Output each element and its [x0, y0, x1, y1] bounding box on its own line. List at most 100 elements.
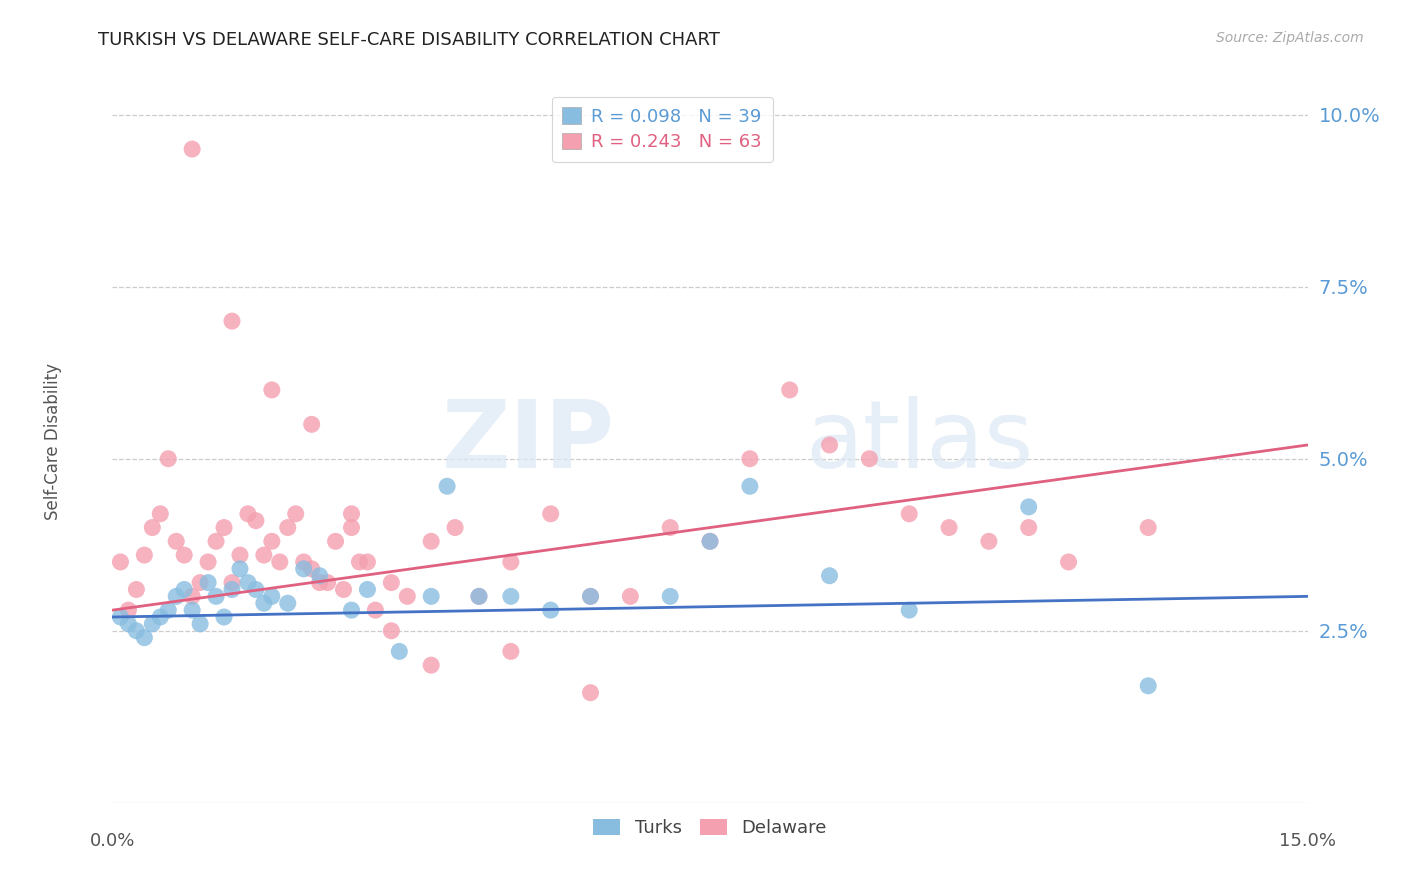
Point: [277, 596, 299, 610]
Point: [858, 451, 880, 466]
Point: [340, 603, 363, 617]
Point: [659, 590, 682, 604]
Point: [212, 610, 235, 624]
Point: [110, 610, 132, 624]
Point: [444, 520, 467, 534]
Point: [420, 590, 443, 604]
Text: ZIP: ZIP: [441, 395, 614, 488]
Point: [380, 575, 402, 590]
Text: Source: ZipAtlas.com: Source: ZipAtlas.com: [1216, 31, 1364, 45]
Point: [1018, 520, 1040, 534]
Point: [356, 555, 378, 569]
Point: [340, 520, 363, 534]
Point: [141, 520, 163, 534]
Point: [436, 479, 458, 493]
Legend: Turks, Delaware: Turks, Delaware: [586, 812, 834, 845]
Point: [245, 514, 267, 528]
Point: [157, 603, 180, 617]
Text: 15.0%: 15.0%: [1279, 831, 1336, 850]
Point: [197, 575, 219, 590]
Point: [284, 507, 307, 521]
Point: [157, 451, 180, 466]
Point: [818, 568, 841, 582]
Point: [188, 575, 211, 590]
Point: [141, 616, 163, 631]
Point: [188, 616, 211, 631]
Point: [468, 590, 491, 604]
Point: [149, 610, 172, 624]
Point: [277, 520, 299, 534]
Point: [260, 590, 283, 604]
Point: [1057, 555, 1080, 569]
Point: [499, 590, 522, 604]
Point: [292, 562, 315, 576]
Text: 0.0%: 0.0%: [90, 831, 135, 850]
Point: [165, 590, 187, 604]
Point: [229, 562, 252, 576]
Point: [380, 624, 402, 638]
Point: [356, 582, 378, 597]
Point: [420, 534, 443, 549]
Point: [229, 548, 252, 562]
Point: [325, 534, 347, 549]
Text: Self-Care Disability: Self-Care Disability: [44, 363, 62, 520]
Point: [117, 616, 139, 631]
Point: [938, 520, 960, 534]
Point: [540, 507, 562, 521]
Point: [260, 534, 283, 549]
Point: [1137, 679, 1160, 693]
Point: [125, 582, 148, 597]
Point: [221, 314, 243, 328]
Point: [364, 603, 387, 617]
Point: [388, 644, 411, 658]
Point: [420, 658, 443, 673]
Point: [738, 479, 761, 493]
Point: [308, 575, 330, 590]
Point: [301, 417, 323, 432]
Point: [308, 568, 330, 582]
Text: atlas: atlas: [806, 395, 1033, 488]
Point: [253, 596, 276, 610]
Point: [699, 534, 721, 549]
Point: [165, 534, 187, 549]
Point: [619, 590, 641, 604]
Point: [340, 507, 363, 521]
Point: [540, 603, 562, 617]
Point: [977, 534, 1000, 549]
Point: [197, 555, 219, 569]
Point: [221, 575, 243, 590]
Point: [181, 603, 204, 617]
Point: [181, 590, 204, 604]
Point: [292, 555, 315, 569]
Point: [1137, 520, 1160, 534]
Point: [779, 383, 801, 397]
Point: [181, 142, 204, 156]
Point: [205, 590, 228, 604]
Point: [134, 631, 156, 645]
Point: [212, 520, 235, 534]
Point: [738, 451, 761, 466]
Point: [699, 534, 721, 549]
Point: [898, 507, 921, 521]
Point: [499, 555, 522, 569]
Point: [173, 582, 195, 597]
Point: [316, 575, 339, 590]
Point: [1018, 500, 1040, 514]
Point: [332, 582, 354, 597]
Point: [659, 520, 682, 534]
Point: [236, 507, 259, 521]
Point: [125, 624, 148, 638]
Point: [134, 548, 156, 562]
Point: [236, 575, 259, 590]
Point: [149, 507, 172, 521]
Point: [818, 438, 841, 452]
Point: [499, 644, 522, 658]
Point: [579, 590, 602, 604]
Point: [205, 534, 228, 549]
Point: [110, 555, 132, 569]
Point: [349, 555, 371, 569]
Point: [221, 582, 243, 597]
Point: [260, 383, 283, 397]
Point: [173, 548, 195, 562]
Point: [579, 686, 602, 700]
